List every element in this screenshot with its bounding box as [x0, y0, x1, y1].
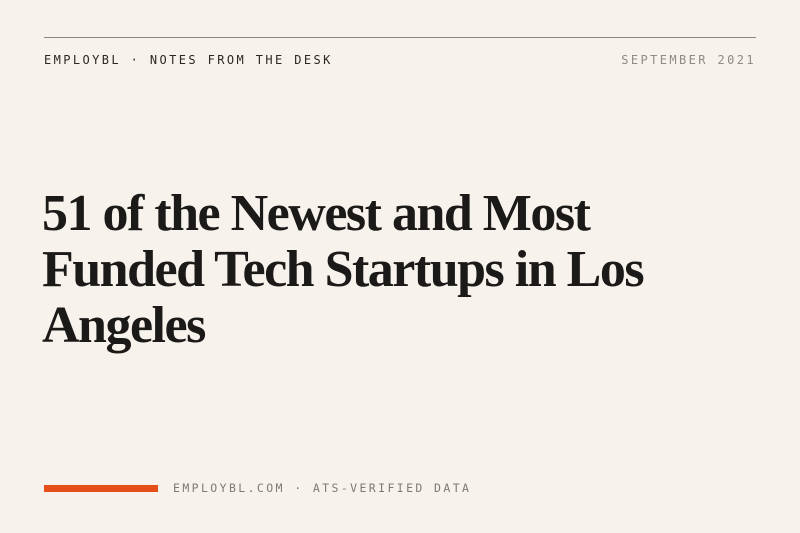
title: 51 of the Newest and Most Funded Tech St…	[42, 185, 645, 354]
footer-text: EMPLOYBL.COM · ATS-VERIFIED DATA	[173, 481, 472, 495]
header-right: SEPTEMBER 2021	[621, 53, 756, 67]
accent-bar	[44, 485, 158, 492]
header-left: EMPLOYBL · NOTES FROM THE DESK	[44, 53, 333, 67]
top-rule	[44, 37, 756, 38]
